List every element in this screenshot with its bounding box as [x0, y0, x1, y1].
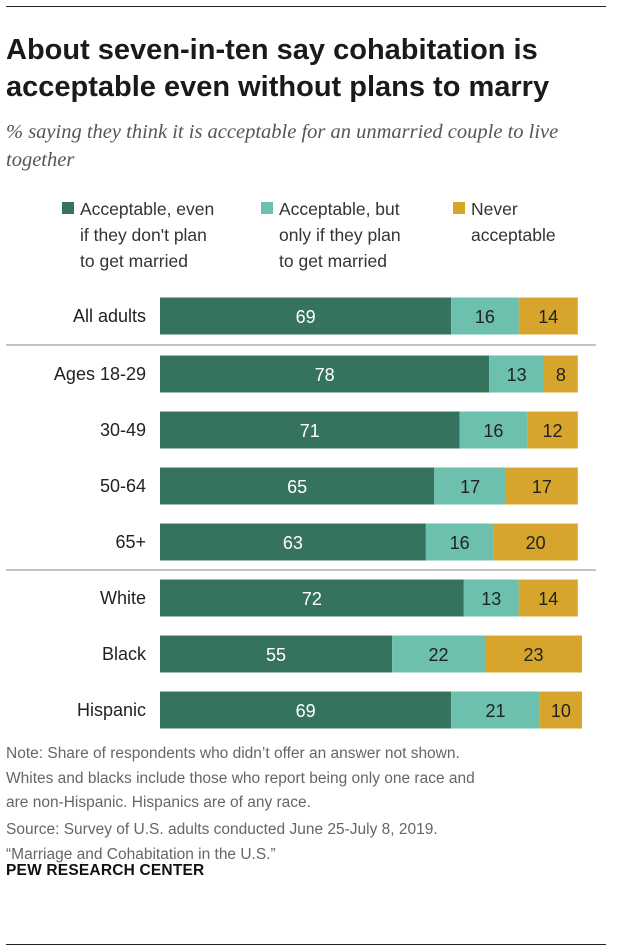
data-label-all-adults-series-0: 69 [296, 307, 316, 327]
bar-all-adults-series-0 [160, 297, 452, 335]
legend-swatch-acceptable-no-plan [62, 202, 74, 214]
bar-30-49-series-2 [527, 411, 578, 449]
category-label-all-adults: All adults [73, 306, 146, 326]
data-label-50-64-series-1: 17 [460, 477, 480, 497]
bar-black-series-2 [484, 635, 582, 673]
data-label-50-64-series-2: 17 [532, 477, 552, 497]
bar-hispanic-series-2 [539, 691, 582, 729]
legend-item-never-acceptable: Never acceptable [453, 196, 556, 248]
data-label-black-series-2: 23 [523, 645, 543, 665]
data-label-65-series-1: 16 [450, 533, 470, 553]
bar-all-adults-series-2 [518, 297, 578, 335]
category-label-30-49: 30-49 [100, 420, 146, 440]
bar-white-series-0 [160, 579, 464, 617]
bar-50-64-series-0 [160, 467, 435, 505]
bar-65-series-0 [160, 523, 426, 561]
data-label-all-adults-series-1: 16 [475, 307, 495, 327]
legend-label-acceptable-if-plan: Acceptable, but only if they plan to get… [279, 199, 401, 271]
data-label-white-series-2: 14 [538, 589, 558, 609]
data-label-ages-18-29-series-1: 13 [507, 365, 527, 385]
category-label-ages-18-29: Ages 18-29 [54, 364, 146, 384]
category-label-black: Black [102, 644, 147, 664]
stacked-bar-chart: All adults 69 16 14 Ages 18-29 78 13 8 30-49 71 16… [6, 297, 596, 729]
data-label-black-series-1: 22 [429, 645, 449, 665]
bar-black-series-0 [160, 635, 393, 673]
legend-swatch-never-acceptable [453, 202, 465, 214]
data-label-white-series-0: 72 [302, 589, 322, 609]
bar-hispanic-series-0 [160, 691, 452, 729]
top-rule [6, 6, 606, 7]
bar-hispanic-series-1 [451, 691, 540, 729]
data-label-hispanic-series-2: 10 [551, 701, 571, 721]
category-label-white: White [100, 588, 146, 608]
legend-label-acceptable-no-plan: Acceptable, even if they don't plan to g… [80, 199, 215, 271]
legend-swatch-acceptable-if-plan [261, 202, 273, 214]
data-label-65-series-2: 20 [526, 533, 546, 553]
data-label-black-series-0: 55 [266, 645, 286, 665]
brand-name: PEW RESEARCH CENTER [6, 862, 205, 879]
bar-black-series-1 [392, 635, 485, 673]
data-label-50-64-series-0: 65 [287, 477, 307, 497]
chart-subtitle: % saying they think it is acceptable for… [6, 121, 559, 171]
legend-item-acceptable-no-plan: Acceptable, even if they don't plan to g… [62, 196, 214, 274]
data-label-ages-18-29-series-0: 78 [315, 365, 335, 385]
data-label-65-series-0: 63 [283, 533, 303, 553]
bar-white-series-1 [463, 579, 519, 617]
bar-all-adults-series-1 [451, 297, 519, 335]
data-label-hispanic-series-0: 69 [296, 701, 316, 721]
data-label-ages-18-29-series-2: 8 [556, 365, 566, 385]
data-label-30-49-series-0: 71 [300, 421, 320, 441]
bar-ages-18-29-series-0 [160, 355, 490, 393]
data-label-30-49-series-1: 16 [483, 421, 503, 441]
data-label-hispanic-series-1: 21 [485, 701, 505, 721]
category-label-hispanic: Hispanic [77, 700, 146, 720]
data-label-all-adults-series-2: 14 [538, 307, 558, 327]
note-text: Note: Share of respondents who didn’t of… [6, 745, 475, 811]
bar-ages-18-29-series-1 [489, 355, 545, 393]
data-label-30-49-series-2: 12 [542, 421, 562, 441]
bar-50-64-series-2 [506, 467, 578, 505]
source-text: Source: Survey of U.S. adults conducted … [6, 821, 438, 863]
bar-30-49-series-1 [459, 411, 528, 449]
bar-ages-18-29-series-2 [544, 355, 578, 393]
bar-65-series-2 [493, 523, 578, 561]
bottom-rule [6, 944, 606, 945]
bar-50-64-series-1 [434, 467, 507, 505]
legend-label-never-acceptable: Never acceptable [471, 199, 556, 245]
legend-item-acceptable-if-plan: Acceptable, but only if they plan to get… [261, 196, 401, 274]
category-label-50-64: 50-64 [100, 476, 146, 496]
chart-title: About seven-in-ten say cohabitation is a… [6, 34, 550, 103]
bar-white-series-2 [518, 579, 578, 617]
data-label-white-series-1: 13 [481, 589, 501, 609]
bar-65-series-1 [425, 523, 494, 561]
bar-30-49-series-0 [160, 411, 460, 449]
category-label-65: 65+ [115, 532, 146, 552]
